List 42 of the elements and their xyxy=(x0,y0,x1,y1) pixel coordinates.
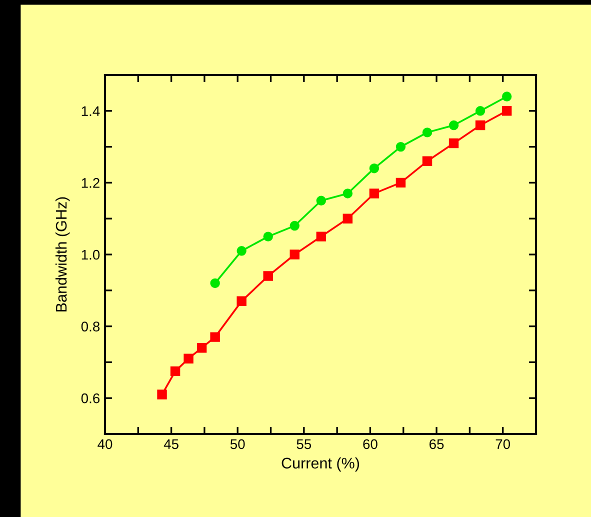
point xyxy=(475,120,486,130)
point xyxy=(210,278,220,288)
point xyxy=(290,250,300,260)
y-axis-title: Bandwidth (GHz) xyxy=(55,197,70,312)
x-tick-label: 70 xyxy=(496,439,510,450)
point xyxy=(475,106,486,116)
x-axis-title: Current (%) xyxy=(282,457,360,472)
point xyxy=(369,188,380,198)
point xyxy=(316,196,326,206)
x-tick-label: 60 xyxy=(363,439,378,450)
y-tick-label: 1.2 xyxy=(82,178,100,188)
y-tick-label: 1.0 xyxy=(82,250,100,260)
point xyxy=(316,232,326,242)
point xyxy=(196,342,207,353)
point xyxy=(290,220,300,231)
point xyxy=(210,332,220,342)
x-tick-label: 65 xyxy=(430,439,444,450)
x-tick-label: 40 xyxy=(98,439,112,450)
point xyxy=(396,142,406,152)
point xyxy=(236,296,246,306)
point xyxy=(502,92,512,102)
point xyxy=(502,106,512,116)
point xyxy=(263,232,273,242)
point xyxy=(184,354,194,364)
x-tick-label: 45 xyxy=(164,439,178,450)
y-tick-label: 1.4 xyxy=(82,106,100,116)
point xyxy=(157,390,167,400)
point xyxy=(263,271,273,281)
y-tick-label: 0.6 xyxy=(81,393,100,404)
point xyxy=(342,188,353,198)
point xyxy=(170,366,180,376)
x-tick-label: 55 xyxy=(296,439,312,450)
point xyxy=(448,138,459,148)
y-tick-label: 0.8 xyxy=(81,322,100,332)
x-tick-label: 50 xyxy=(230,439,245,450)
point xyxy=(236,246,246,256)
point xyxy=(422,128,432,138)
point xyxy=(396,178,406,188)
point xyxy=(342,214,353,224)
point xyxy=(369,163,380,174)
point xyxy=(448,120,459,130)
point xyxy=(422,156,432,166)
